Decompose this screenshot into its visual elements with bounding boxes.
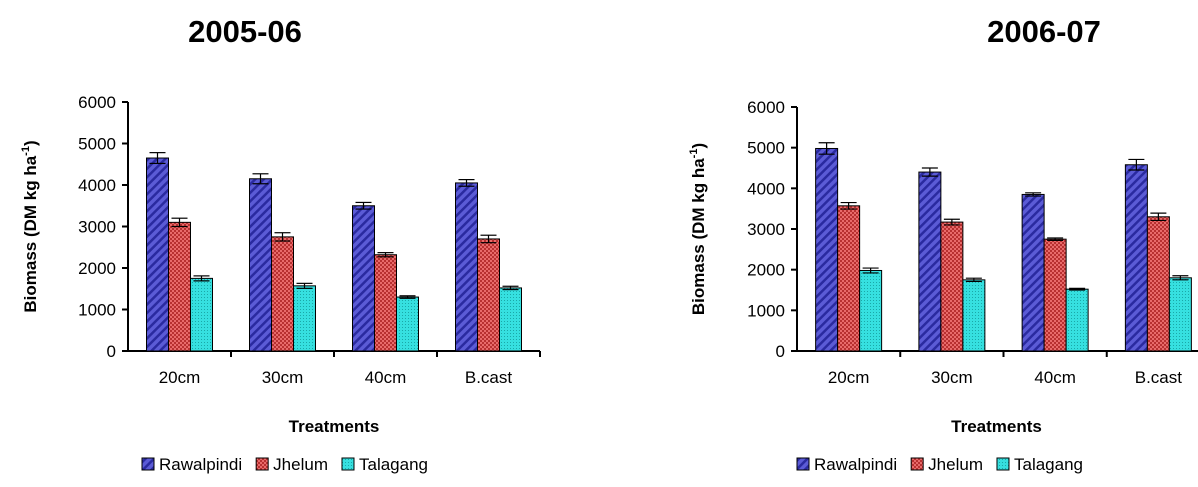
bar-jhelum <box>1146 216 1170 352</box>
y-axis-label: Biomass (DM kg ha-1) <box>688 143 708 315</box>
legend-label: Rawalpindi <box>814 455 897 474</box>
y-tick-label: 6000 <box>747 98 785 117</box>
x-category-label: 30cm <box>262 368 304 387</box>
legend-label: Talagang <box>359 455 428 474</box>
chart-panel-1: 2005-06 0 1000 2000 3000 4000 5000 6000 Biomass … <box>20 14 541 474</box>
bar-jhelum <box>837 205 861 352</box>
y-tick-label: 5000 <box>78 135 116 154</box>
x-category-label: B.cast <box>465 368 513 387</box>
legend-swatch <box>141 457 155 471</box>
legend-swatch <box>341 457 355 471</box>
bar-rawalpindi <box>352 205 375 352</box>
x-axis-label: Treatments <box>951 417 1042 436</box>
y-tick-label: 0 <box>776 342 785 361</box>
bar-rawalpindi <box>1124 164 1148 352</box>
bar-rawalpindi <box>918 171 942 352</box>
legend-label: Talagang <box>1014 455 1083 474</box>
legend: Rawalpindi Jhelum Talagang <box>796 455 1083 474</box>
chart-panel-2: 2006-07 0 1000 2000 3000 4000 5000 6000 Biomass … <box>688 14 1198 474</box>
legend-swatch <box>255 457 269 471</box>
bar-rawalpindi <box>1021 193 1045 352</box>
legend-swatch <box>910 457 924 471</box>
y-tick-label: 1000 <box>78 301 116 320</box>
bar-talagang <box>190 277 213 352</box>
chart-title: 2006-07 <box>987 14 1101 49</box>
bar-rawalpindi <box>815 147 839 352</box>
x-category-label: 40cm <box>1034 368 1076 387</box>
bar-rawalpindi <box>249 178 272 352</box>
x-axis-label: Treatments <box>289 417 380 436</box>
bar-talagang <box>1065 288 1089 352</box>
y-tick-label: 4000 <box>78 176 116 195</box>
x-category-label: B.cast <box>1135 368 1183 387</box>
y-tick-label: 0 <box>107 342 116 361</box>
chart-title: 2005-06 <box>188 14 302 49</box>
x-category-label: 20cm <box>159 368 201 387</box>
legend: Rawalpindi Jhelum Talagang <box>141 455 428 474</box>
x-category-label: 30cm <box>931 368 973 387</box>
legend-label: Jhelum <box>928 455 983 474</box>
y-axis-label: Biomass (DM kg ha-1) <box>20 140 40 312</box>
y-tick-label: 4000 <box>747 179 785 198</box>
y-tick-label: 1000 <box>747 301 785 320</box>
bar-jhelum <box>1043 238 1067 352</box>
bar-jhelum <box>271 236 294 352</box>
legend-swatch <box>796 457 810 471</box>
bar-rawalpindi <box>455 182 478 352</box>
bar-talagang <box>499 287 522 352</box>
bar-jhelum <box>940 221 964 352</box>
y-tick-label: 3000 <box>747 220 785 239</box>
bar-talagang <box>293 285 316 352</box>
y-tick-label: 2000 <box>747 261 785 280</box>
legend-label: Rawalpindi <box>159 455 242 474</box>
x-category-label: 40cm <box>365 368 407 387</box>
y-tick-label: 6000 <box>78 93 116 112</box>
bar-talagang <box>396 296 419 352</box>
bar-jhelum <box>477 238 500 352</box>
bar-jhelum <box>168 221 191 352</box>
bar-talagang <box>962 279 986 352</box>
legend-swatch <box>996 457 1010 471</box>
bar-talagang <box>859 269 883 352</box>
y-tick-label: 2000 <box>78 259 116 278</box>
y-tick-label: 3000 <box>78 218 116 237</box>
x-category-label: 20cm <box>828 368 870 387</box>
bar-rawalpindi <box>146 157 169 352</box>
bar-talagang <box>1168 277 1192 352</box>
y-tick-label: 5000 <box>747 139 785 158</box>
legend-label: Jhelum <box>273 455 328 474</box>
bar-jhelum <box>374 254 397 352</box>
